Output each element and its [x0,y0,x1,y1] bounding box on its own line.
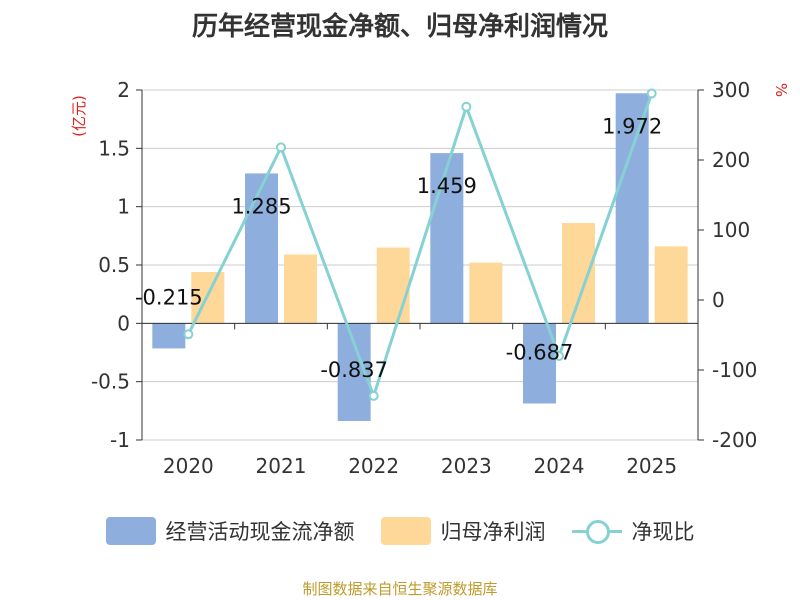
ratio-point [183,329,194,340]
legend-label-cash-ratio: 净现比 [631,520,695,544]
bar-operating-cashflow [430,153,464,324]
left-tick-label: -0.5 [91,370,130,394]
data-label: 1.972 [602,114,662,138]
right-tick-label: 100 [712,218,750,242]
ratio-point [276,142,286,153]
legend-swatch-net-profit [380,517,431,545]
x-tick-label: 2020 [163,454,214,478]
ratio-line-path [186,93,654,401]
data-label: 1.285 [231,194,291,218]
x-tick-label: 2021 [256,454,307,478]
left-tick-label: 1.5 [98,136,130,160]
bar-net-profit [284,254,317,324]
left-tick-label: 1 [117,195,130,219]
right-tick-label: 300 [712,78,750,102]
bar-net-profit [376,247,410,324]
legend-item-operating-cashflow[interactable]: 经营活动现金流净额 [105,516,355,546]
gridlines [142,89,698,441]
legend-swatch-operating-cashflow [105,517,156,545]
data-label: -0.687 [506,340,574,364]
x-tick-label: 2025 [626,454,677,478]
bar-operating-cashflow [615,93,649,324]
ratio-point [554,351,564,361]
right-axis-label: % [772,83,790,97]
right-tick-label: -200 [712,428,757,452]
bar-operating-cashflow [152,323,186,349]
left-axis-label: (亿元) [70,95,88,137]
bars [152,93,688,421]
left-tick-label: 0.5 [98,253,130,277]
bar-operating-cashflow [245,173,278,324]
data-labels: -0.215 1.285 -0.837 1.459 -0.687 1.972 [135,114,662,382]
right-tick-label: -100 [712,358,757,382]
ratio-line [183,88,657,401]
x-tick-label: 2023 [441,454,492,478]
ratio-point [368,390,379,401]
legend-item-cash-ratio[interactable]: 净现比 [571,516,695,546]
data-label: -0.837 [320,358,388,382]
ratio-point [646,88,657,99]
left-tick-label: -1 [110,428,130,452]
legend-item-net-profit[interactable]: 归母净利润 [380,516,546,546]
legend: 经营活动现金流净额 归母净利润 净现比 [0,516,800,546]
data-label: 1.459 [417,174,477,198]
right-tick-label: 200 [712,148,750,172]
right-tick-label: 0 [712,288,725,312]
legend-label-net-profit: 归母净利润 [440,520,546,544]
bar-net-profit [469,262,503,324]
x-tick-label: 2024 [534,454,585,478]
bar-net-profit [654,246,688,324]
left-tick-label: 0 [117,311,130,335]
x-tick-label: 2022 [348,454,399,478]
left-tick-label: 2 [117,78,130,102]
bar-net-profit [562,223,595,324]
ratio-point [461,101,472,112]
legend-swatch-cash-ratio [571,517,622,545]
legend-label-operating-cashflow: 经营活动现金流净额 [165,520,355,544]
axes: 2 1.5 1 0.5 0 -0.5 -1 300 200 100 0 -100 -200 2020 202… [91,78,757,478]
data-label: -0.215 [135,285,203,309]
chart-title: 历年经营现金净额、归母净利润情况 [191,12,608,42]
source-note: 制图数据来自恒生聚源数据库 [302,580,498,598]
